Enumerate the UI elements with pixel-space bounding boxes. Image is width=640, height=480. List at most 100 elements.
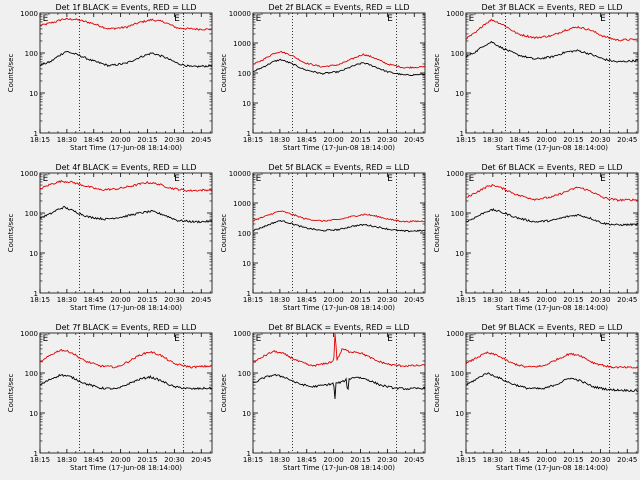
x-tick-label: 20:45 [617, 136, 637, 144]
y-tick-label: 10 [455, 250, 464, 258]
event-marker-label: E [469, 14, 475, 24]
events-series-line [252, 58, 426, 76]
y-tick-label: 1 [460, 450, 464, 458]
y-tick-label: 100 [25, 370, 38, 378]
x-axis-label: Start Time (17-Jun-08 18:14:00) [70, 144, 182, 152]
event-marker-label: E [600, 14, 606, 24]
x-tick-label: 18:15 [456, 456, 476, 464]
x-tick-label: 18:30 [270, 456, 290, 464]
event-marker-label: E [469, 334, 475, 344]
x-tick-label: 20:30 [590, 456, 610, 464]
x-tick-label: 20:45 [191, 296, 211, 304]
x-axis-label: Start Time (17-Jun-08 18:14:00) [283, 304, 395, 312]
x-tick-label: 18:45 [84, 456, 104, 464]
plot-frame [465, 172, 639, 294]
x-tick-label: 20:30 [164, 136, 184, 144]
x-tick-label: 20:15 [563, 456, 583, 464]
event-marker-label: E [174, 174, 180, 184]
events-series-line [252, 219, 426, 233]
y-tick-label: 1 [247, 130, 251, 138]
y-tick-label: 100 [25, 50, 38, 58]
panel-title: Det 3f BLACK = Events, RED = LLD [481, 3, 622, 12]
x-tick-label: 20:45 [404, 456, 424, 464]
plot-frame [252, 172, 426, 294]
y-tick-label: 1 [247, 450, 251, 458]
event-marker-label: E [387, 174, 393, 184]
x-tick-label: 20:15 [137, 296, 157, 304]
panel-title: Det 7f BLACK = Events, RED = LLD [55, 323, 196, 332]
y-tick-label: 1 [34, 130, 38, 138]
lld-series-line [39, 348, 213, 369]
x-axis-label: Start Time (17-Jun-08 18:14:00) [496, 144, 608, 152]
x-tick-label: 20:00 [537, 296, 557, 304]
y-axis-label: Counts/sec [7, 214, 15, 253]
x-tick-label: 18:30 [483, 136, 503, 144]
event-marker-label: E [256, 14, 262, 24]
x-tick-label: 20:45 [191, 136, 211, 144]
x-tick-label: 18:15 [456, 136, 476, 144]
y-tick-label: 10 [242, 260, 251, 268]
y-tick-label: 1000 [446, 170, 464, 178]
x-tick-label: 20:15 [137, 456, 157, 464]
x-tick-label: 20:00 [537, 456, 557, 464]
y-tick-label: 100 [238, 370, 251, 378]
x-tick-label: 20:45 [617, 456, 637, 464]
y-tick-label: 10 [29, 90, 38, 98]
x-tick-label: 18:15 [456, 296, 476, 304]
panel-title: Det 8f BLACK = Events, RED = LLD [268, 323, 409, 332]
events-series-line [39, 373, 213, 390]
panel-det-9f: Det 9f BLACK = Events, RED = LLD 1 10 100 10… [433, 323, 639, 472]
y-tick-label: 10000 [229, 170, 251, 178]
y-tick-label: 100 [25, 210, 38, 218]
y-tick-label: 10 [455, 410, 464, 418]
event-marker-label: E [387, 14, 393, 24]
lld-series-line [252, 210, 426, 223]
y-axis-label: Counts/sec [220, 374, 228, 413]
x-axis-label: Start Time (17-Jun-08 18:14:00) [283, 144, 395, 152]
y-tick-label: 1000 [233, 330, 251, 338]
x-tick-label: 20:00 [324, 296, 344, 304]
event-marker-label: E [174, 334, 180, 344]
lld-series-line [465, 18, 638, 42]
events-series-line [39, 50, 213, 69]
x-tick-label: 20:15 [350, 296, 370, 304]
y-tick-label: 10 [242, 410, 251, 418]
y-tick-label: 1000 [20, 170, 38, 178]
plot-frame [252, 12, 426, 134]
lld-series-line [252, 333, 426, 368]
x-tick-label: 20:00 [324, 136, 344, 144]
x-tick-label: 18:45 [510, 456, 530, 464]
x-tick-label: 20:30 [377, 296, 397, 304]
x-tick-label: 20:45 [404, 136, 424, 144]
x-tick-label: 18:15 [30, 456, 50, 464]
event-marker-label: E [43, 14, 49, 24]
x-tick-label: 18:45 [297, 296, 317, 304]
x-axis-label: Start Time (17-Jun-08 18:14:00) [70, 464, 182, 472]
x-tick-label: 20:30 [164, 296, 184, 304]
x-tick-label: 20:45 [617, 296, 637, 304]
y-tick-label: 100 [238, 230, 251, 238]
event-marker-label: E [600, 334, 606, 344]
y-tick-label: 1000 [233, 40, 251, 48]
y-tick-label: 1000 [446, 10, 464, 18]
y-tick-label: 10000 [229, 10, 251, 18]
y-tick-label: 1 [460, 290, 464, 298]
plot-frame [252, 332, 426, 454]
y-tick-label: 1 [34, 450, 38, 458]
x-tick-label: 20:30 [590, 296, 610, 304]
plot-frame [39, 332, 213, 454]
y-tick-label: 1000 [446, 330, 464, 338]
y-tick-label: 1 [34, 290, 38, 298]
x-tick-label: 18:30 [270, 136, 290, 144]
x-tick-label: 20:00 [111, 456, 131, 464]
x-tick-label: 18:45 [297, 456, 317, 464]
y-tick-label: 1000 [20, 330, 38, 338]
event-marker-label: E [387, 334, 393, 344]
y-tick-label: 1 [460, 130, 464, 138]
x-tick-label: 20:30 [377, 456, 397, 464]
y-axis-label: Counts/sec [220, 214, 228, 253]
plot-frame [465, 332, 639, 454]
panel-det-5f: Det 5f BLACK = Events, RED = LLD 1 10 100 10… [220, 163, 426, 312]
x-tick-label: 18:45 [84, 296, 104, 304]
